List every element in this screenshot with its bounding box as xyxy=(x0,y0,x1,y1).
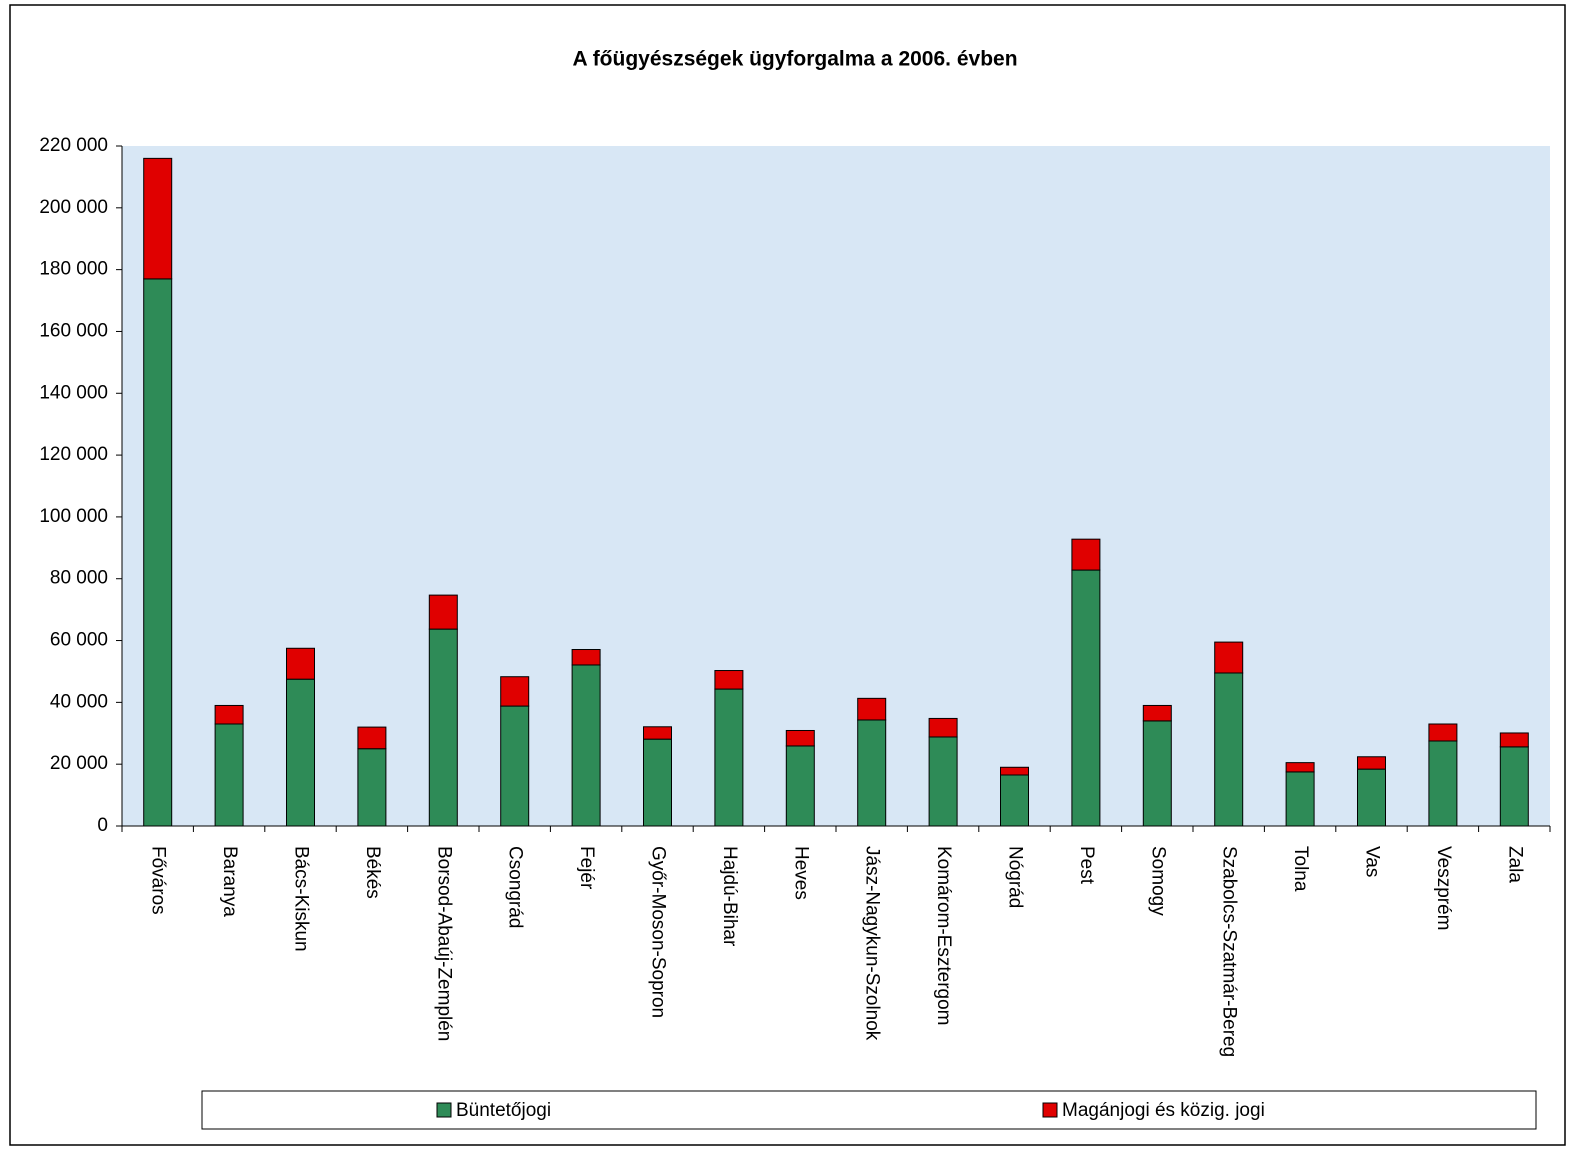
bar-segment xyxy=(1428,740,1458,827)
y-tick-label: 100 000 xyxy=(39,506,108,527)
y-tick-label: 180 000 xyxy=(39,259,108,280)
chart-title: A főügyészségek ügyforgalma a 2006. évbe… xyxy=(572,48,1017,71)
bar-segment xyxy=(1000,766,1029,776)
x-tick-label: Győr-Moson-Sopron xyxy=(647,846,668,1018)
bar-segment xyxy=(500,676,530,707)
bar-segment xyxy=(357,748,387,827)
x-tick-label: Zala xyxy=(1504,846,1525,883)
x-tick-label: Szabolcs-Szatmár-Bereg xyxy=(1219,846,1240,1057)
x-tick-label: Békés xyxy=(362,846,383,899)
y-tick-label: 200 000 xyxy=(39,197,108,218)
bar-segment xyxy=(428,628,458,827)
bar-segment xyxy=(143,157,173,280)
bar-segment xyxy=(571,649,601,666)
y-tick-label: 20 000 xyxy=(50,753,108,774)
bar-segment xyxy=(286,647,315,680)
bar-segment xyxy=(214,704,244,725)
x-tick-label: Bács-Kiskun xyxy=(290,846,311,952)
x-tick-label: Veszprém xyxy=(1433,846,1454,930)
bar-segment xyxy=(1142,704,1172,722)
legend-label: Büntetőjogi xyxy=(456,1100,551,1121)
y-tick-label: 80 000 xyxy=(50,568,108,589)
bar-segment xyxy=(714,670,744,690)
bar-segment xyxy=(1285,771,1315,827)
x-tick-label: Pest xyxy=(1076,846,1097,885)
bar-segment xyxy=(785,729,815,747)
bar-segment xyxy=(1428,723,1458,742)
bar-segment xyxy=(428,594,458,630)
legend-label: Magánjogi és közig. jogi xyxy=(1062,1100,1265,1121)
bar-segment xyxy=(857,697,887,721)
x-tick-label: Főváros xyxy=(148,846,169,915)
x-tick-label: Heves xyxy=(790,846,811,900)
bar-segment xyxy=(1285,762,1315,773)
bar-segment xyxy=(357,726,387,750)
bar-segment xyxy=(143,278,173,827)
x-tick-label: Baranya xyxy=(219,846,240,917)
legend-box xyxy=(201,1090,1537,1130)
x-tick-label: Tolna xyxy=(1290,846,1311,892)
y-tick-label: 60 000 xyxy=(50,630,108,651)
bar-segment xyxy=(928,736,958,827)
x-tick-label: Nógrád xyxy=(1004,846,1025,908)
bar-segment xyxy=(500,705,530,827)
x-tick-label: Hajdú-Bihar xyxy=(719,846,740,947)
legend-swatch xyxy=(436,1102,452,1118)
y-tick-label: 120 000 xyxy=(39,444,108,465)
bar-segment xyxy=(785,745,815,827)
x-tick-label: Vas xyxy=(1361,846,1382,877)
bar-segment xyxy=(1357,768,1386,827)
x-tick-label: Somogy xyxy=(1147,846,1168,916)
bar-segment xyxy=(1499,732,1529,748)
bar-segment xyxy=(1071,538,1101,571)
legend-swatch xyxy=(1042,1102,1058,1118)
bar-segment xyxy=(928,717,958,738)
bar-segment xyxy=(571,664,601,827)
bar-segment xyxy=(286,678,315,827)
bar-segment xyxy=(1142,720,1172,827)
y-tick-label: 140 000 xyxy=(39,382,108,403)
bar-segment xyxy=(1499,746,1529,827)
bar-segment xyxy=(1000,774,1029,827)
bar-segment xyxy=(643,738,672,827)
bar-segment xyxy=(857,719,887,827)
x-tick-label: Csongrád xyxy=(505,846,526,928)
x-tick-label: Jász-Nagykun-Szolnok xyxy=(862,846,883,1041)
bar-segment xyxy=(214,723,244,827)
bar-segment xyxy=(1214,641,1244,674)
y-tick-label: 40 000 xyxy=(50,691,108,712)
x-tick-label: Borsod-Abaúj-Zemplén xyxy=(433,846,454,1041)
y-tick-label: 160 000 xyxy=(39,320,108,341)
bar-segment xyxy=(714,688,744,827)
y-tick-label: 0 xyxy=(97,815,108,836)
x-tick-label: Komárom-Esztergom xyxy=(933,846,954,1026)
plot-area xyxy=(122,146,1550,826)
bar-segment xyxy=(1071,569,1101,827)
x-tick-label: Fejér xyxy=(576,846,597,890)
bar-segment xyxy=(1214,672,1244,827)
y-tick-label: 220 000 xyxy=(39,135,108,156)
bar-segment xyxy=(1357,756,1386,770)
bar-segment xyxy=(643,726,672,740)
